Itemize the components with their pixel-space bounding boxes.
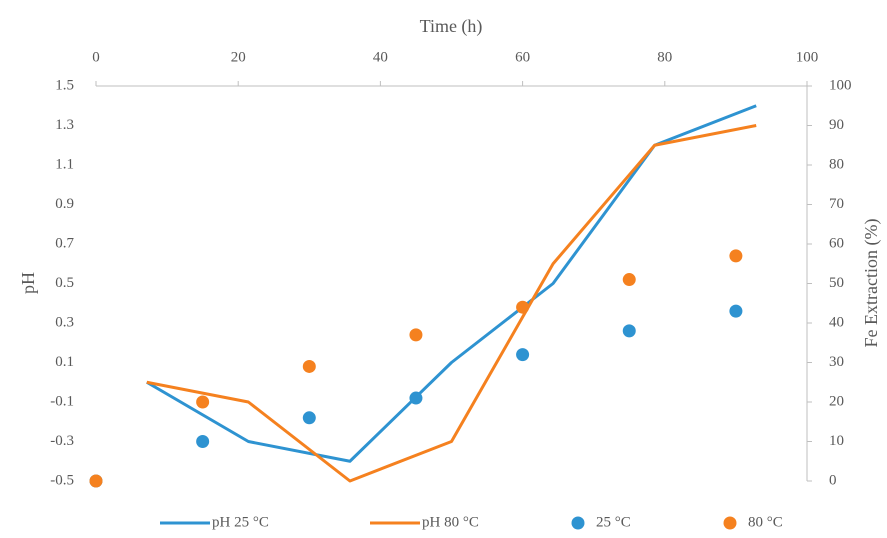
y-tick-label: 0.9 [55, 196, 74, 212]
x-axis-title: Time (h) [420, 16, 483, 37]
y-tick-label: 1.1 [55, 156, 74, 172]
x-tick-label: 40 [373, 49, 388, 65]
y-tick-label: 0.3 [55, 314, 74, 330]
x-tick-label: 80 [657, 49, 672, 65]
scatter-point [622, 324, 636, 338]
x-tick-label: 20 [231, 49, 246, 65]
y2-tick-label: 30 [829, 354, 844, 370]
y2-tick-label: 0 [829, 472, 837, 488]
y2-tick-label: 70 [829, 196, 844, 212]
y2-tick-label: 50 [829, 275, 844, 291]
line-series [146, 124, 757, 483]
scatter-point [516, 300, 530, 314]
scatter-point [409, 328, 423, 342]
scatter-point [302, 411, 316, 425]
legend-label: pH 80 °C [422, 514, 479, 530]
y2-tick-label: 80 [829, 156, 844, 172]
x-tick-label: 0 [92, 49, 100, 65]
legend-label: pH 25 °C [212, 514, 269, 530]
scatter-point [89, 474, 103, 488]
y-tick-label: -0.5 [50, 472, 74, 488]
y-axis-title: pH [18, 272, 38, 294]
scatter-point [409, 391, 423, 405]
y2-tick-label: 40 [829, 314, 844, 330]
y2-tick-label: 60 [829, 235, 844, 251]
y-tick-label: 1.3 [55, 117, 74, 133]
scatter-point [729, 304, 743, 318]
scatter-point [516, 348, 530, 362]
scatter-point [729, 249, 743, 263]
y-tick-label: 0.7 [55, 235, 74, 251]
y2-tick-label: 90 [829, 117, 844, 133]
x-tick-label: 60 [515, 49, 530, 65]
scatter-point [196, 435, 210, 448]
y-tick-label: 0.1 [55, 354, 74, 370]
y2-tick-label: 10 [829, 433, 844, 449]
scatter-point [196, 395, 210, 409]
legend-swatch [723, 516, 737, 530]
y-tick-label: 0.5 [55, 275, 74, 291]
legend-label: 80 °C [748, 514, 783, 530]
y-tick-label: 1.5 [55, 77, 74, 93]
scatter-point [622, 273, 636, 287]
x-tick-label: 100 [796, 49, 819, 65]
y2-tick-label: 20 [829, 393, 844, 409]
scatter-point [302, 359, 316, 373]
y-tick-label: -0.1 [50, 393, 74, 409]
y2-tick-label: 100 [829, 77, 852, 93]
line-series [146, 104, 757, 463]
y-tick-label: -0.3 [50, 433, 74, 449]
legend-label: 25 °C [596, 514, 631, 530]
legend-swatch [571, 516, 585, 530]
y2-axis-title: Fe Extraction (%) [861, 219, 882, 348]
